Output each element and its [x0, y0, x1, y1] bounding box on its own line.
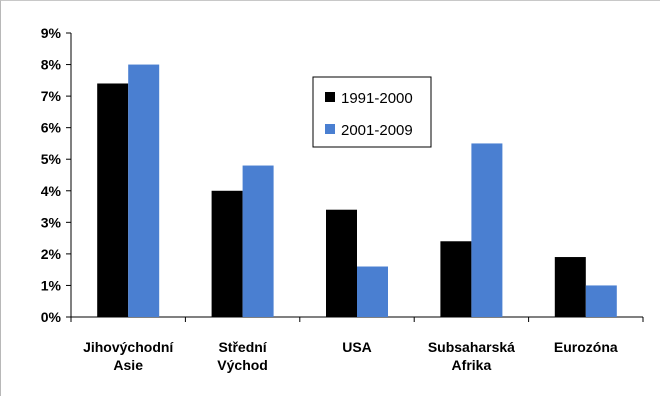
bar-2001-2009-2	[357, 266, 388, 317]
x-category-label: Subsaharská Afrika	[428, 339, 515, 373]
x-category-label: Střední Východ	[217, 339, 268, 373]
y-tick-label: 3%	[41, 214, 62, 230]
bar-1991-2000-2	[326, 209, 357, 317]
bar-2001-2009-1	[242, 165, 274, 317]
y-tick-label: 7%	[41, 88, 62, 104]
legend: 1991-2000 2001-2009	[312, 76, 432, 148]
legend-box	[312, 76, 432, 148]
x-category-label: Jihovýchodní Asie	[83, 339, 174, 373]
legend-swatch-1991-2000	[325, 92, 335, 102]
bar-1991-2000-0	[97, 83, 129, 317]
x-category-label: Eurozóna	[554, 339, 618, 355]
legend-swatch-2001-2009	[325, 124, 335, 134]
bar-1991-2000-3	[440, 241, 472, 317]
y-tick-label: 9%	[41, 25, 62, 41]
y-tick-label: 1%	[41, 277, 62, 293]
x-axis-categories: Jihovýchodní Asie Střední Východ USA Subsahar…	[70, 317, 644, 373]
y-tick-label: 5%	[41, 151, 62, 167]
bar-1991-2000-1	[211, 190, 243, 317]
bar-1991-2000-4	[554, 257, 586, 317]
y-tick-label: 4%	[41, 183, 62, 199]
y-tick-label: 6%	[41, 120, 62, 136]
y-tick-label: 2%	[41, 246, 62, 262]
legend-label-1991-2000: 1991-2000	[341, 90, 413, 107]
bars	[97, 64, 617, 317]
bar-2001-2009-3	[471, 143, 503, 317]
y-axis-ticks: 0% 1% 2% 3% 4% 5% 6% 7% 8% 9%	[41, 25, 71, 325]
y-tick-label: 8%	[41, 57, 62, 73]
y-tick-label: 0%	[41, 309, 62, 325]
bar-2001-2009-4	[585, 285, 617, 317]
bar-2001-2009-0	[128, 64, 160, 317]
legend-label-2001-2009: 2001-2009	[341, 122, 413, 139]
x-category-label: USA	[342, 339, 372, 355]
